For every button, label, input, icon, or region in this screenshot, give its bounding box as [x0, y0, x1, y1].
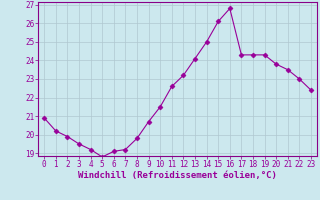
- X-axis label: Windchill (Refroidissement éolien,°C): Windchill (Refroidissement éolien,°C): [78, 171, 277, 180]
